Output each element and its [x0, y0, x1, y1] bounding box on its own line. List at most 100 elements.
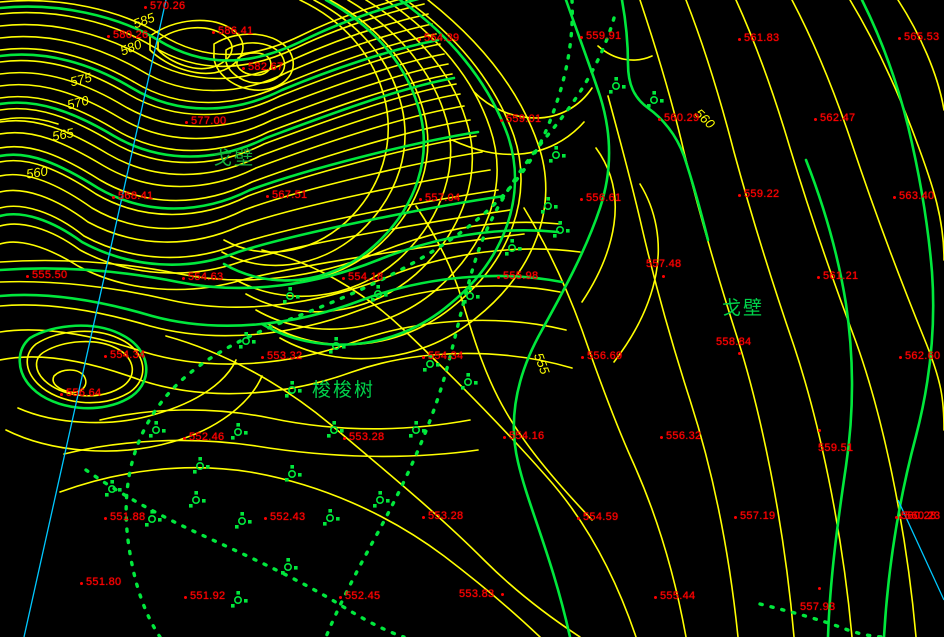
spot-elevation-dot: [185, 121, 188, 124]
spot-elevation-dot: [242, 67, 245, 70]
spot-elevation-dot: [577, 517, 580, 520]
spot-elevation-dot: [418, 38, 421, 41]
spot-elevation-dot: [266, 195, 269, 198]
spot-elevation-dot: [899, 356, 902, 359]
spot-elevation-label: 582.67: [248, 61, 284, 73]
spot-elevation-label: 554.63: [188, 271, 224, 283]
spot-elevation-dot: [734, 516, 737, 519]
vegetation-symbol: [144, 509, 163, 528]
spot-elevation-label: 555.44: [660, 590, 696, 602]
spot-elevation-dot: [654, 596, 657, 599]
vegetation-symbol: [608, 76, 627, 95]
spot-elevation-label: 559.51: [818, 442, 854, 454]
spot-elevation-dot: [501, 593, 504, 596]
spot-elevation-dot: [503, 436, 506, 439]
spot-elevation-label: 556.69: [587, 350, 623, 362]
spot-elevation-dot: [264, 517, 267, 520]
spot-elevation-label: 559.01: [506, 113, 542, 125]
vegetation-symbol: [192, 456, 211, 475]
spot-elevation-dot: [738, 38, 741, 41]
spot-elevation-dot: [104, 517, 107, 520]
spot-elevation-label: 556.32: [666, 430, 702, 442]
spot-elevation-label: 557.48: [646, 258, 682, 270]
land-cover-label: 梭梭树: [312, 379, 376, 401]
spot-elevation-label: 556.64: [66, 387, 102, 399]
spot-elevation-dot: [112, 196, 115, 199]
spot-elevation-dot: [342, 277, 345, 280]
spot-elevation-label: 555.98: [503, 270, 539, 282]
spot-elevation-label: 557.19: [740, 510, 776, 522]
spot-elevation-dot: [898, 37, 901, 40]
spot-elevation-dot: [893, 196, 896, 199]
vegetation-symbol: [284, 464, 303, 483]
spot-elevation-dot: [80, 582, 83, 585]
spot-elevation-label: 563.40: [899, 190, 935, 202]
vegetation-symbol: [230, 422, 249, 441]
spot-elevation-dot: [422, 516, 425, 519]
spot-elevation-dot: [144, 6, 147, 9]
spot-elevation-label: 557.04: [425, 192, 461, 204]
spot-elevation-label: 554.16: [509, 430, 545, 442]
vegetation-symbol: [548, 145, 567, 164]
spot-elevation-dot: [580, 36, 583, 39]
spot-elevation-dot: [212, 31, 215, 34]
contour-elevation-label: 560: [24, 163, 49, 182]
spot-elevation-dot: [660, 436, 663, 439]
spot-elevation-dot: [738, 352, 741, 355]
spot-elevation-label: 551.80: [86, 576, 122, 588]
vegetation-symbol: [230, 590, 249, 609]
spot-elevation-dot: [581, 356, 584, 359]
land-cover-label: 戈壁: [722, 297, 765, 319]
spot-elevation-dot: [422, 356, 425, 359]
grid-line-layer: [23, 0, 944, 637]
spot-elevation-label: 554.18: [348, 271, 384, 283]
spot-elevation-dot: [899, 516, 902, 519]
spot-elevation-dot: [60, 393, 63, 396]
vegetation-symbol: [234, 511, 253, 530]
vegetation-symbol: [322, 508, 341, 527]
spot-elevation-label: 586.41: [218, 25, 254, 37]
spot-elevation-dot: [183, 437, 186, 440]
spot-elevation-dot: [343, 437, 346, 440]
spot-elevation-label: 553.28: [349, 431, 385, 443]
vegetation-symbol: [408, 420, 427, 439]
spot-elevation-label: 551.88: [110, 511, 146, 523]
spot-elevation-label: 558.84: [716, 336, 752, 348]
spot-elevation-dot: [738, 194, 741, 197]
spot-elevation-label: 553.32: [267, 350, 303, 362]
spot-elevation-dot: [497, 276, 500, 279]
spot-elevation-dot: [419, 198, 422, 201]
spot-elevation-label: 559.22: [744, 188, 780, 200]
spot-elevation-label: 557.93: [800, 601, 836, 613]
spot-elevation-dot: [814, 118, 817, 121]
vegetation-symbol: [540, 196, 559, 215]
spot-elevation-label: 554.34: [428, 350, 464, 362]
spot-elevation-label: 568.41: [118, 190, 154, 202]
spot-elevation-label: 552.46: [189, 431, 225, 443]
land-cover-label: 戈壁: [213, 147, 256, 169]
vegetation-symbol: [148, 420, 167, 439]
spot-elevation-dot: [580, 198, 583, 201]
spot-elevation-label: 570.26: [150, 0, 186, 12]
spot-elevation-label: 553.83: [459, 588, 495, 600]
spot-elevation-label: 553.28: [428, 510, 464, 522]
spot-elevation-label: 560.28: [901, 510, 937, 522]
spot-elevation-dot: [662, 275, 665, 278]
spot-elevation-dot: [107, 35, 110, 38]
spot-elevation-label: 554.34: [110, 349, 146, 361]
contour-elevation-label: 565: [50, 125, 75, 144]
spot-elevation-label: 560.23: [905, 510, 941, 522]
vegetation-symbol: [188, 490, 207, 509]
vegetation-symbol: [504, 238, 523, 257]
spot-elevation-dot: [339, 596, 342, 599]
spot-elevation-label: 562.47: [820, 112, 856, 124]
spot-elevation-dot: [104, 355, 107, 358]
vegetation-symbol: [372, 490, 391, 509]
spot-elevation-dot: [817, 276, 820, 279]
spot-elevation-label: 560.29: [664, 112, 700, 124]
spot-elevation-dot: [26, 275, 29, 278]
spot-elevation-label: 561.83: [744, 32, 780, 44]
